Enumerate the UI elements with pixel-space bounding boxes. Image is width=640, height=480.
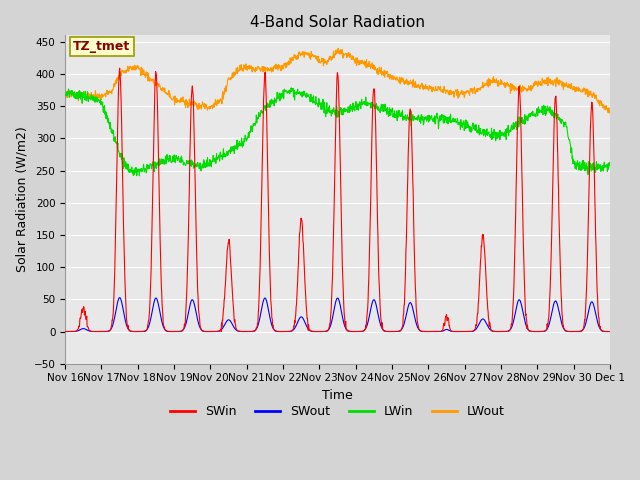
Title: 4-Band Solar Radiation: 4-Band Solar Radiation bbox=[250, 15, 425, 30]
Text: TZ_tmet: TZ_tmet bbox=[74, 40, 131, 53]
Y-axis label: Solar Radiation (W/m2): Solar Radiation (W/m2) bbox=[15, 127, 28, 273]
Legend: SWin, SWout, LWin, LWout: SWin, SWout, LWin, LWout bbox=[165, 400, 510, 423]
X-axis label: Time: Time bbox=[322, 389, 353, 402]
